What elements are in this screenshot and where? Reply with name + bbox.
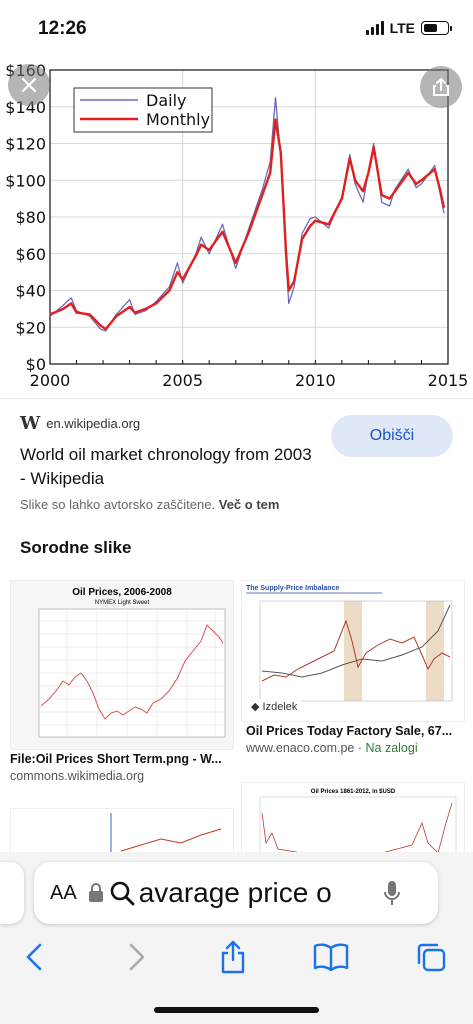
related-heading: Sorodne slike bbox=[20, 538, 132, 557]
y-tick-label: $100 bbox=[5, 171, 46, 190]
source-domain: en.wikipedia.org bbox=[46, 416, 141, 431]
x-tick-label: 2015 bbox=[428, 371, 469, 390]
y-tick-label: $40 bbox=[15, 282, 46, 301]
related-thumb-2[interactable]: The Supply-Price Imbalance ◆ Izdelek bbox=[241, 580, 465, 722]
related-caption-2[interactable]: Oil Prices Today Factory Sale, 67... www… bbox=[246, 724, 468, 755]
related-title-1: File:Oil Prices Short Term.png - W... bbox=[10, 752, 222, 766]
y-tick-label: $80 bbox=[15, 208, 46, 227]
search-query[interactable]: avarage price o bbox=[138, 877, 332, 908]
product-badge: ◆ Izdelek bbox=[246, 699, 303, 714]
share-button[interactable] bbox=[210, 934, 256, 980]
series-line-monthly bbox=[49, 118, 446, 331]
back-button[interactable] bbox=[12, 934, 58, 980]
bookmarks-button[interactable] bbox=[308, 934, 354, 980]
share-icon bbox=[221, 940, 245, 974]
status-indicators: LTE bbox=[365, 20, 452, 36]
text-size-button[interactable]: AA bbox=[50, 881, 77, 904]
microphone-icon[interactable] bbox=[383, 880, 401, 906]
svg-text:The Supply-Price Imbalance: The Supply-Price Imbalance bbox=[246, 585, 339, 592]
home-indicator bbox=[154, 1007, 319, 1013]
related-source-1: commons.wikimedia.org bbox=[10, 769, 145, 783]
previous-tab-peek[interactable] bbox=[0, 862, 24, 924]
x-tick-label: 2010 bbox=[295, 371, 336, 390]
network-label: LTE bbox=[389, 20, 415, 36]
related-thumb-4[interactable]: Oil Prices 1861-2012, in $USD bbox=[241, 782, 465, 860]
learn-more-link[interactable]: Več o tem bbox=[218, 497, 280, 512]
battery-icon bbox=[421, 21, 452, 35]
tabs-button[interactable] bbox=[408, 934, 454, 980]
thumb-chart-1861-2012: Oil Prices 1861-2012, in $USD bbox=[242, 783, 464, 859]
series-line-daily bbox=[49, 96, 445, 332]
tag-icon: ◆ bbox=[251, 701, 260, 713]
share-icon bbox=[433, 77, 449, 96]
related-thumb-3[interactable] bbox=[10, 808, 234, 860]
address-bar[interactable]: AA avarage price o bbox=[34, 862, 438, 924]
copyright-notice: Slike so lahko avtorsko zaščitene. Več o… bbox=[20, 497, 280, 512]
y-tick-label: $0 bbox=[26, 355, 46, 374]
book-icon bbox=[313, 943, 349, 972]
x-tick-label: 2000 bbox=[30, 371, 71, 390]
stock-status: Na zalogi bbox=[365, 741, 418, 755]
y-tick-label: $60 bbox=[15, 245, 46, 264]
plot-frame bbox=[49, 69, 449, 365]
legend-label-daily: Daily bbox=[146, 91, 186, 110]
chevron-right-icon bbox=[129, 943, 145, 971]
search-icon bbox=[110, 881, 135, 906]
legend-box bbox=[73, 87, 213, 133]
lock-icon bbox=[88, 883, 103, 902]
svg-text:Oil Prices, 2006-2008: Oil Prices, 2006-2008 bbox=[72, 587, 172, 598]
thumb-chart-spike bbox=[11, 809, 233, 859]
close-icon bbox=[21, 77, 37, 93]
related-source-2: www.enaco.com.pe · Na zalogi bbox=[246, 741, 418, 755]
status-time: 12:26 bbox=[38, 18, 87, 39]
chevron-left-icon bbox=[26, 943, 42, 971]
y-tick-label: $20 bbox=[15, 318, 46, 337]
visit-button[interactable]: Obišči bbox=[331, 415, 453, 457]
thumb-chart-supply-price: The Supply-Price Imbalance bbox=[242, 581, 464, 721]
tabs-icon bbox=[417, 943, 446, 972]
related-caption-1[interactable]: File:Oil Prices Short Term.png - W... co… bbox=[10, 752, 232, 783]
result-title[interactable]: World oil market chronology from 2003 - … bbox=[20, 445, 312, 488]
signal-icon bbox=[365, 21, 384, 35]
image-preview[interactable]: $0$20$40$60$80$100$120$140$1602000200520… bbox=[0, 58, 473, 399]
y-tick-label: $120 bbox=[5, 135, 46, 154]
svg-text:Oil Prices 1861-2012, in $USD: Oil Prices 1861-2012, in $USD bbox=[311, 789, 396, 795]
forward-button[interactable] bbox=[113, 934, 159, 980]
legend-label-monthly: Monthly bbox=[146, 110, 210, 129]
related-thumb-1[interactable]: Oil Prices, 2006-2008 NYMEX Light Sweet bbox=[10, 580, 234, 750]
oil-price-chart: $0$20$40$60$80$100$120$140$1602000200520… bbox=[0, 58, 473, 398]
share-image-button[interactable] bbox=[420, 66, 462, 108]
wikipedia-icon: W bbox=[20, 413, 41, 434]
x-tick-label: 2005 bbox=[162, 371, 203, 390]
svg-text:NYMEX Light Sweet: NYMEX Light Sweet bbox=[95, 600, 150, 606]
thumb-chart-short-term: Oil Prices, 2006-2008 NYMEX Light Sweet bbox=[11, 581, 233, 749]
source-info[interactable]: W en.wikipedia.org bbox=[20, 413, 140, 434]
related-title-2: Oil Prices Today Factory Sale, 67... bbox=[246, 724, 453, 738]
close-button[interactable] bbox=[8, 64, 50, 106]
chart-background bbox=[0, 58, 473, 398]
